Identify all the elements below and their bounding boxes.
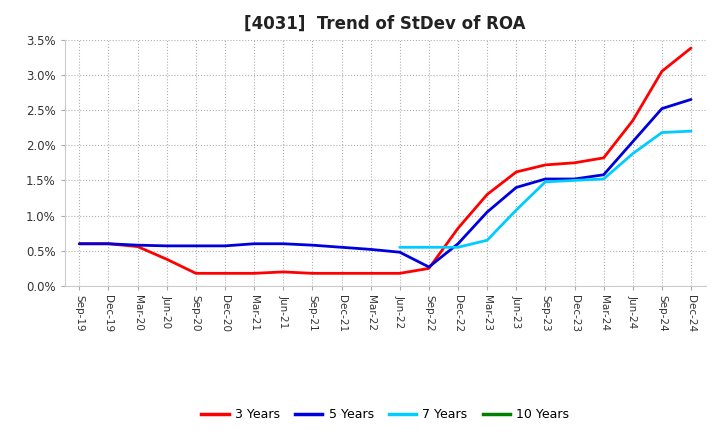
7 Years	[657, 130, 666, 135]
3 Years	[395, 271, 404, 276]
Legend: 3 Years, 5 Years, 7 Years, 10 Years: 3 Years, 5 Years, 7 Years, 10 Years	[196, 403, 575, 426]
7 Years	[629, 151, 637, 156]
5 Years	[104, 241, 113, 246]
5 Years	[366, 247, 375, 252]
7 Years	[512, 207, 521, 213]
5 Years	[483, 209, 492, 215]
3 Years	[541, 162, 550, 168]
5 Years	[163, 243, 171, 249]
3 Years	[192, 271, 200, 276]
3 Years	[425, 266, 433, 271]
7 Years	[395, 245, 404, 250]
5 Years	[599, 172, 608, 177]
5 Years	[250, 241, 258, 246]
3 Years	[279, 269, 287, 275]
7 Years	[483, 238, 492, 243]
7 Years	[425, 245, 433, 250]
3 Years	[75, 241, 84, 246]
5 Years	[337, 245, 346, 250]
5 Years	[541, 176, 550, 182]
3 Years	[220, 271, 229, 276]
7 Years	[541, 179, 550, 184]
3 Years	[133, 244, 142, 249]
5 Years	[220, 243, 229, 249]
5 Years	[425, 264, 433, 270]
Title: [4031]  Trend of StDev of ROA: [4031] Trend of StDev of ROA	[245, 15, 526, 33]
5 Years	[395, 249, 404, 255]
3 Years	[687, 45, 696, 51]
7 Years	[570, 178, 579, 183]
Line: 3 Years: 3 Years	[79, 48, 691, 273]
5 Years	[570, 176, 579, 182]
3 Years	[483, 192, 492, 197]
5 Years	[687, 97, 696, 102]
3 Years	[629, 118, 637, 123]
7 Years	[599, 176, 608, 182]
5 Years	[192, 243, 200, 249]
7 Years	[687, 128, 696, 134]
5 Years	[75, 241, 84, 246]
5 Years	[279, 241, 287, 246]
3 Years	[454, 226, 462, 231]
3 Years	[250, 271, 258, 276]
3 Years	[337, 271, 346, 276]
3 Years	[366, 271, 375, 276]
5 Years	[629, 139, 637, 144]
5 Years	[308, 242, 317, 248]
3 Years	[599, 155, 608, 161]
3 Years	[512, 169, 521, 175]
3 Years	[657, 69, 666, 74]
5 Years	[133, 242, 142, 248]
5 Years	[512, 185, 521, 190]
3 Years	[163, 257, 171, 262]
5 Years	[657, 106, 666, 111]
7 Years	[454, 245, 462, 250]
3 Years	[104, 241, 113, 246]
3 Years	[570, 160, 579, 165]
5 Years	[454, 241, 462, 246]
Line: 7 Years: 7 Years	[400, 131, 691, 247]
Line: 5 Years: 5 Years	[79, 99, 691, 267]
3 Years	[308, 271, 317, 276]
